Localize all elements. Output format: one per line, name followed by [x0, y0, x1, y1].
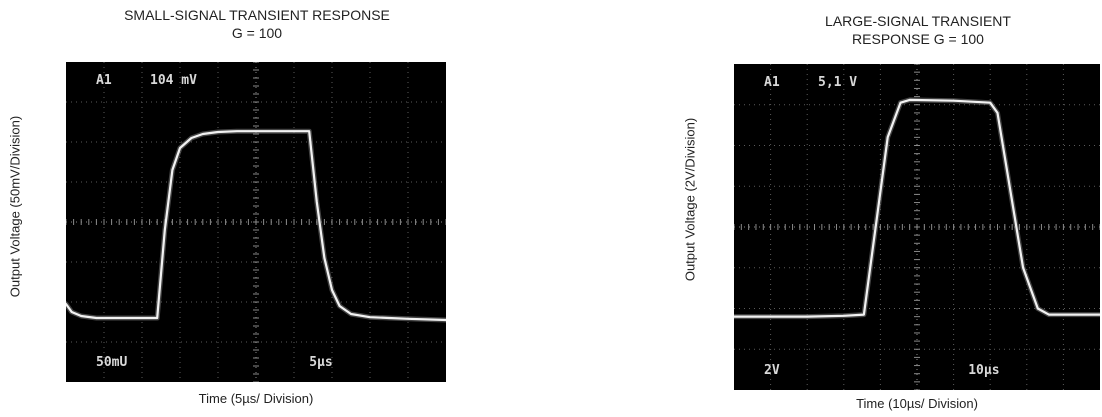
chart-title-line-1: SMALL-SIGNAL TRANSIENT RESPONSE	[124, 7, 390, 23]
chart-title: LARGE-SIGNAL TRANSIENT RESPONSE G = 100	[736, 12, 1100, 48]
chart-title-line-2: G = 100	[231, 25, 283, 41]
chart-title: SMALL-SIGNAL TRANSIENT RESPONSE G = 100	[68, 6, 446, 42]
readout-level: 5,1 V	[818, 75, 857, 90]
readout-volts-per-div: 50mU	[96, 355, 127, 370]
chart-title-line-1: LARGE-SIGNAL TRANSIENT	[825, 13, 1011, 29]
chart-panel-small-signal: SMALL-SIGNAL TRANSIENT RESPONSE G = 100 …	[7, 6, 446, 406]
chart-panel-large-signal: LARGE-SIGNAL TRANSIENT RESPONSE G = 100 …	[560, 0, 1102, 417]
y-axis-label: Output Voltage (2V/Division)	[682, 117, 698, 282]
signal-trace	[66, 130, 446, 322]
y-axis-label: Output Voltage (50mV/Division)	[7, 115, 23, 298]
x-axis-label: Time (5µs/ Division)	[198, 391, 314, 406]
readout-level: 104 mV	[150, 73, 197, 88]
readout-time-per-div: 5µs	[309, 355, 332, 370]
readout-channel: A1	[764, 75, 780, 90]
x-axis-label: Time (10µs/ Division)	[856, 396, 978, 411]
trace-glow	[66, 128, 446, 323]
signal-trace	[734, 98, 1100, 318]
chart-title-line-2: RESPONSE G = 100	[852, 31, 984, 47]
oscilloscope-plot: A1 104 mV 50mU 5µs	[66, 62, 446, 382]
oscilloscope-screen: A1 5,1 V 2V 10µs	[734, 64, 1100, 390]
readout-channel: A1	[96, 73, 112, 88]
oscilloscope-screen: A1 104 mV 50mU 5µs	[66, 62, 446, 382]
readout-volts-per-div: 2V	[764, 363, 780, 378]
oscilloscope-plot: A1 5,1 V 2V 10µs	[734, 64, 1100, 390]
readout-time-per-div: 10µs	[968, 363, 999, 378]
